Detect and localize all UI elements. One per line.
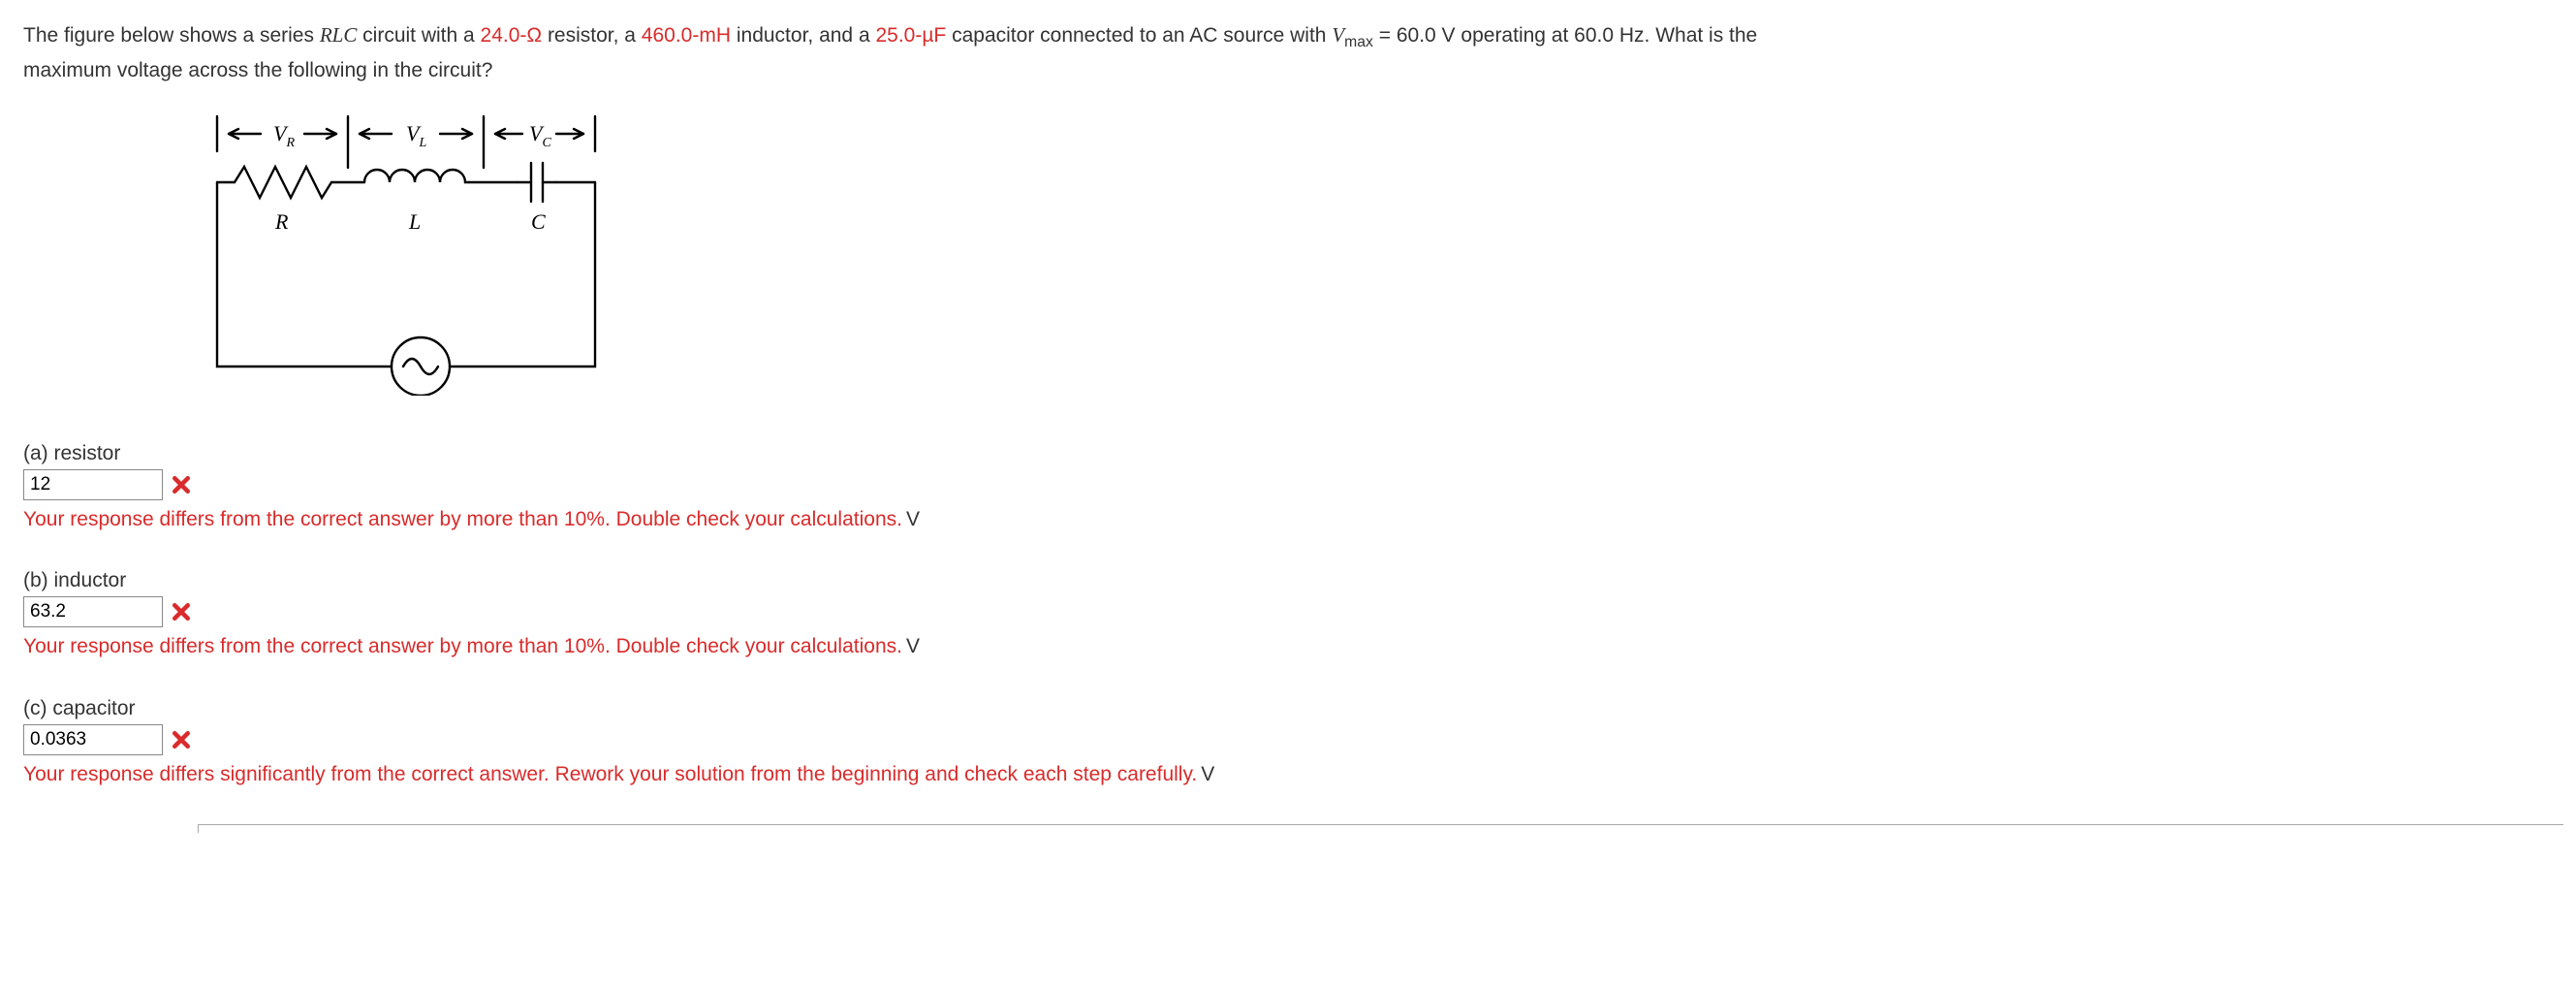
circuit-diagram: VR VL VC R L C <box>198 114 614 396</box>
part-b-feedback: Your response differs from the correct a… <box>23 631 2553 662</box>
part-c-input[interactable] <box>23 724 163 755</box>
svg-text:L: L <box>408 209 421 234</box>
part-b-answer-row <box>23 596 2553 627</box>
part-c-feedback: Your response differs significantly from… <box>23 759 2553 790</box>
feedback-text: Your response differs from the correct a… <box>23 635 902 657</box>
text-fragment: resistor, a <box>542 24 642 47</box>
part-c: (c) capacitor Your response differs sign… <box>23 697 2553 790</box>
text-fragment: maximum voltage across the following in … <box>23 59 492 81</box>
part-b: (b) inductor Your response differs from … <box>23 569 2553 662</box>
incorrect-icon <box>173 603 190 621</box>
inductor-value: 460.0-mH <box>642 24 731 47</box>
feedback-text: Your response differs significantly from… <box>23 763 1197 785</box>
svg-text:VR: VR <box>273 121 295 150</box>
svg-text:VC: VC <box>529 121 551 150</box>
svg-text:C: C <box>531 209 546 234</box>
part-a: (a) resistor Your response differs from … <box>23 442 2553 535</box>
capacitor-value: 25.0-µF <box>875 24 946 47</box>
vmax-symbol: V <box>1332 23 1344 47</box>
feedback-unit: V <box>906 508 920 530</box>
rlc-symbol: RLC <box>320 23 358 47</box>
problem-statement: The figure below shows a series RLC circ… <box>23 19 2553 87</box>
svg-text:R: R <box>274 209 289 234</box>
part-a-feedback: Your response differs from the correct a… <box>23 504 2553 535</box>
feedback-unit: V <box>1201 763 1214 785</box>
part-c-label: (c) capacitor <box>23 697 2553 720</box>
text-fragment: inductor, and a <box>731 24 875 47</box>
text-fragment: capacitor connected to an AC source with <box>946 24 1332 47</box>
problem-container: The figure below shows a series RLC circ… <box>0 0 2576 852</box>
part-b-label: (b) inductor <box>23 569 2553 592</box>
feedback-text: Your response differs from the correct a… <box>23 508 902 530</box>
feedback-unit: V <box>906 635 920 657</box>
part-c-answer-row <box>23 724 2553 755</box>
bottom-frame <box>198 824 2563 833</box>
part-b-input[interactable] <box>23 596 163 627</box>
vmax-subscript: max <box>1344 34 1373 50</box>
part-a-answer-row <box>23 469 2553 500</box>
part-a-input[interactable] <box>23 469 163 500</box>
text-fragment: The figure below shows a series <box>23 24 320 47</box>
resistor-value: 24.0-Ω <box>481 24 543 47</box>
svg-text:VL: VL <box>406 121 426 150</box>
text-fragment: circuit with a <box>357 24 480 47</box>
incorrect-icon <box>173 731 190 749</box>
circuit-figure: VR VL VC R L C <box>198 114 614 396</box>
text-fragment: = 60.0 V operating at 60.0 Hz. What is t… <box>1373 24 1757 47</box>
incorrect-icon <box>173 476 190 494</box>
part-a-label: (a) resistor <box>23 442 2553 465</box>
